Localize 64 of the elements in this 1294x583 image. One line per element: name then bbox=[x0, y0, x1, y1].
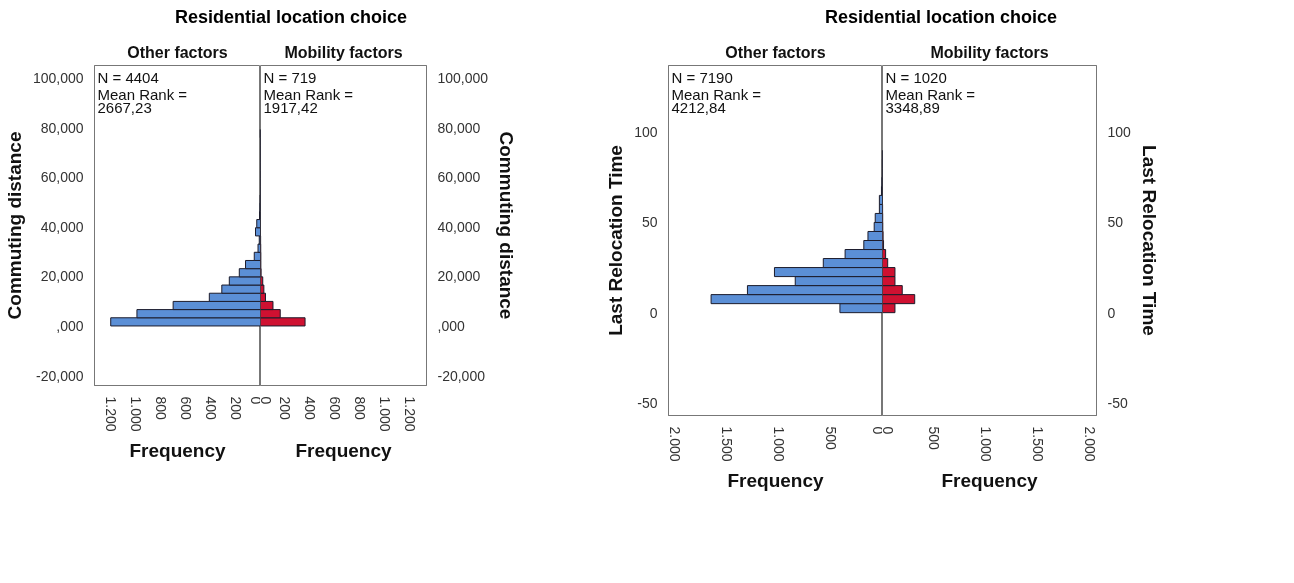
y-tick-label: 20,000 bbox=[437, 268, 481, 285]
chart-subtitle: Mobility factors bbox=[930, 43, 1049, 61]
annotation: Mean Rank = bbox=[671, 85, 762, 103]
x-tick-label: 1.500 bbox=[1030, 426, 1047, 462]
y-tick-label: -20,000 bbox=[36, 367, 84, 384]
x-tick-label: 1.000 bbox=[770, 426, 787, 462]
x-tick-label: 1.500 bbox=[718, 426, 735, 462]
y-tick-label: 60,000 bbox=[40, 169, 84, 186]
y-tick-label: 100 bbox=[634, 124, 658, 141]
annotation: Mean Rank = bbox=[885, 85, 976, 103]
x-tick-label: 200 bbox=[227, 396, 244, 421]
y-tick-label: ,000 bbox=[56, 317, 84, 334]
x-tick-label: 500 bbox=[926, 426, 943, 451]
x-tick-label: 2.000 bbox=[1082, 426, 1099, 462]
y-axis-title: Commuting distance bbox=[496, 131, 518, 320]
y-tick-label: 0 bbox=[1107, 304, 1116, 321]
y-tick-label: 100,000 bbox=[437, 69, 489, 86]
x-tick-label: 600 bbox=[177, 396, 194, 421]
y-tick-label: -20,000 bbox=[437, 367, 486, 384]
x-tick-label: 1.000 bbox=[978, 426, 995, 462]
chart-subtitle: Mobility factors bbox=[284, 43, 403, 61]
annotation: N = 4404 bbox=[97, 68, 159, 86]
x-tick-label: 400 bbox=[202, 396, 219, 421]
y-tick-label: 0 bbox=[649, 304, 658, 321]
x-tick-label: 1.000 bbox=[127, 396, 144, 432]
y-axis-title: Last Relocation Time bbox=[1138, 145, 1160, 336]
x-tick-label: 1.200 bbox=[102, 396, 119, 432]
y-tick-label: 50 bbox=[1107, 214, 1124, 231]
y-tick-label: 40,000 bbox=[437, 218, 481, 235]
x-tick-label: 2.000 bbox=[666, 426, 683, 462]
x-axis-title: Frequency bbox=[295, 439, 392, 461]
y-tick-label: 80,000 bbox=[40, 119, 84, 136]
y-axis-title: Commuting distance bbox=[3, 131, 25, 320]
chart-subtitle: Other factors bbox=[127, 43, 228, 61]
x-tick-label: 1.200 bbox=[402, 396, 419, 432]
x-tick-label: 200 bbox=[277, 396, 294, 421]
x-tick-label: 800 bbox=[152, 396, 169, 421]
y-tick-label: 100 bbox=[1107, 124, 1132, 141]
y-tick-label: 20,000 bbox=[40, 268, 84, 285]
annotation: Mean Rank = bbox=[97, 85, 188, 103]
y-tick-label: 40,000 bbox=[40, 218, 84, 235]
annotation: N = 1020 bbox=[885, 68, 947, 86]
annotation: Mean Rank = bbox=[263, 85, 354, 103]
y-axis-title: Last Relocation Time bbox=[605, 145, 627, 336]
text: Residential location choice bbox=[824, 6, 1058, 29]
y-tick-label: 60,000 bbox=[437, 169, 481, 186]
y-tick-label: -50 bbox=[637, 394, 658, 411]
y-tick-label: 50 bbox=[641, 214, 658, 231]
x-tick-label: 500 bbox=[822, 426, 839, 451]
y-tick-label: ,000 bbox=[437, 317, 465, 334]
chart-title: Residential location choice bbox=[174, 6, 408, 29]
y-tick-label: 100,000 bbox=[32, 69, 84, 86]
y-tick-label: -50 bbox=[1107, 394, 1128, 411]
annotation: N = 7190 bbox=[671, 68, 733, 86]
x-axis-title: Frequency bbox=[727, 469, 824, 491]
x-axis-title: Frequency bbox=[129, 439, 226, 461]
x-tick-label: 600 bbox=[327, 396, 344, 421]
x-tick-label: 800 bbox=[352, 396, 369, 421]
annotation: N = 719 bbox=[263, 68, 317, 86]
x-tick-label: 1.000 bbox=[377, 396, 394, 432]
x-axis-title: Frequency bbox=[941, 469, 1038, 491]
chart-subtitle: Other factors bbox=[725, 43, 826, 61]
y-tick-label: 80,000 bbox=[437, 119, 481, 136]
x-tick-label: 400 bbox=[302, 396, 319, 421]
